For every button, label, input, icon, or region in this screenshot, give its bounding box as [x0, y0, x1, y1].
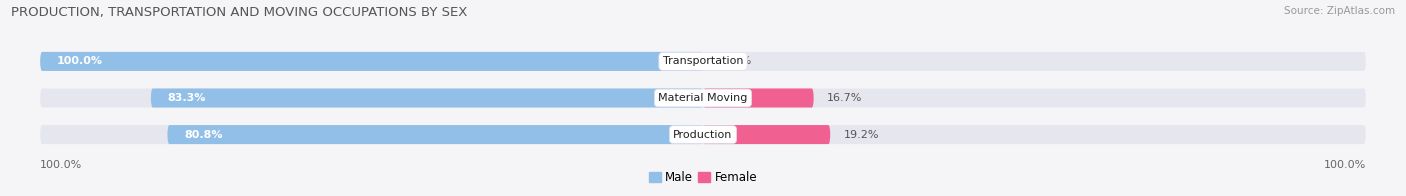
Text: Material Moving: Material Moving: [658, 93, 748, 103]
Text: 80.8%: 80.8%: [184, 130, 222, 140]
Text: 100.0%: 100.0%: [1323, 160, 1365, 170]
Text: 16.7%: 16.7%: [827, 93, 862, 103]
Text: 83.3%: 83.3%: [167, 93, 205, 103]
Text: 19.2%: 19.2%: [844, 130, 879, 140]
FancyBboxPatch shape: [167, 125, 703, 144]
FancyBboxPatch shape: [41, 88, 1365, 108]
Text: PRODUCTION, TRANSPORTATION AND MOVING OCCUPATIONS BY SEX: PRODUCTION, TRANSPORTATION AND MOVING OC…: [11, 6, 468, 19]
FancyBboxPatch shape: [41, 125, 1365, 144]
Text: 0.0%: 0.0%: [723, 56, 751, 66]
FancyBboxPatch shape: [41, 52, 703, 71]
Legend: Male, Female: Male, Female: [644, 166, 762, 189]
Text: Transportation: Transportation: [662, 56, 744, 66]
Text: 100.0%: 100.0%: [41, 160, 83, 170]
Text: Production: Production: [673, 130, 733, 140]
Text: 100.0%: 100.0%: [56, 56, 103, 66]
FancyBboxPatch shape: [703, 125, 831, 144]
FancyBboxPatch shape: [150, 88, 703, 108]
Text: Source: ZipAtlas.com: Source: ZipAtlas.com: [1284, 6, 1395, 16]
FancyBboxPatch shape: [41, 52, 1365, 71]
FancyBboxPatch shape: [703, 88, 814, 108]
